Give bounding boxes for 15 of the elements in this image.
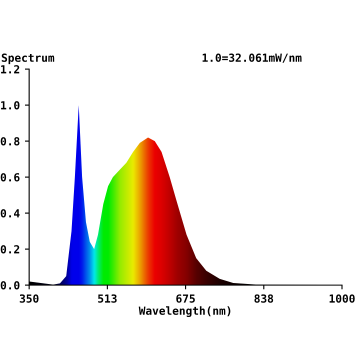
x-tick-label: 838 (254, 294, 274, 303)
x-tick-label: 513 (98, 294, 117, 303)
text: 1.0=32.061mW/nm (202, 54, 302, 63)
x-axis-title: Wavelength(nm) (138, 306, 230, 318)
x-tick-label: 675 (176, 294, 195, 303)
y-tick-label: 0.4 (0, 209, 20, 218)
x-tick-label: 350 (20, 294, 39, 303)
y-tick-label: 0.2 (0, 245, 20, 254)
chart-title: Spectrum (2, 54, 54, 64)
y-tick-label: 1.0 (1, 101, 20, 110)
y-tick-label: 1.2 (1, 65, 20, 74)
y-tick-label: 0.6 (0, 173, 20, 182)
y-tick-label: 0.8 (0, 137, 20, 146)
x-tick-label: 1000 (330, 294, 355, 303)
y-tick-label: 0.0 (0, 281, 20, 290)
